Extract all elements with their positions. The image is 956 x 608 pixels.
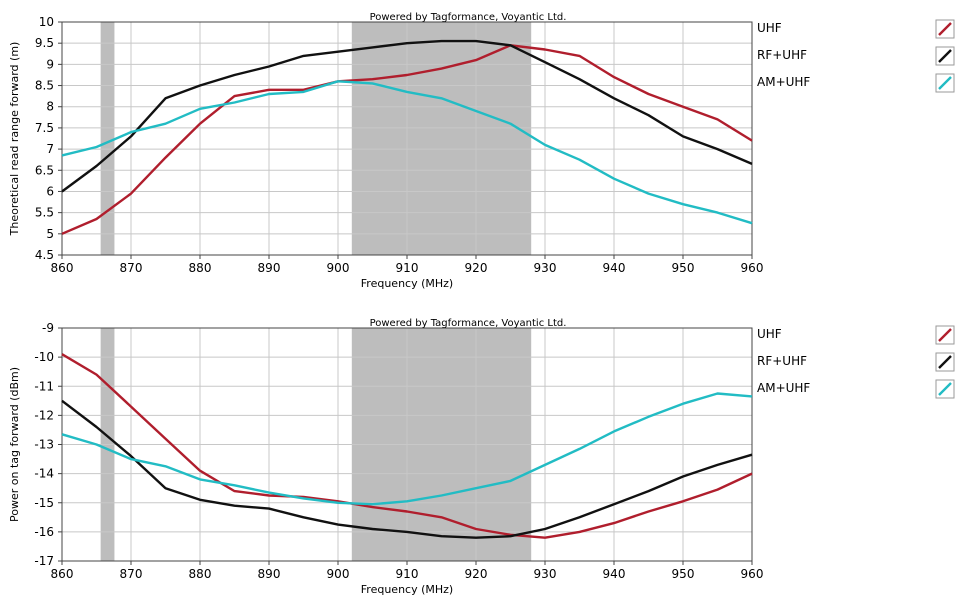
y-tick-label: -17 — [34, 554, 54, 568]
y-axis-label: Theoretical read range forward (m) — [8, 42, 21, 237]
series-line-uhf — [61, 44, 753, 235]
y-tick-label: -16 — [34, 525, 54, 539]
x-tick-label: 930 — [534, 261, 557, 275]
x-tick-label: 860 — [51, 567, 74, 581]
series-line-am-uhf — [61, 392, 753, 506]
y-tick-label: 5 — [46, 227, 54, 241]
x-tick-label: 920 — [465, 261, 488, 275]
legend-line-icon[interactable] — [935, 325, 955, 345]
x-tick-label: 860 — [51, 261, 74, 275]
x-tick-label: 940 — [603, 261, 626, 275]
x-tick-label: 900 — [327, 567, 350, 581]
shaded-band-1 — [100, 22, 115, 255]
y-tick-label: -9 — [42, 321, 54, 335]
x-tick-label: 930 — [534, 567, 557, 581]
x-tick-label: 940 — [603, 567, 626, 581]
legend-line-icon[interactable] — [935, 46, 955, 66]
chart-panel-1: 860 870 880 890 900 910 920 930 940 950 960 10 9.5 9 8… — [8, 12, 955, 290]
x-axis-label: Frequency (MHz) — [361, 277, 453, 290]
y-axis-label: Power on tag forward (dBm) — [8, 367, 21, 522]
y-tick-label: 7 — [46, 142, 54, 156]
legend-line-icon[interactable] — [935, 352, 955, 372]
chart-panel-2: 860 870 880 890 900 910 920 930 940 950 960 -9 -10 -1… — [8, 318, 955, 596]
y-tick-label: 7.5 — [35, 121, 54, 135]
series-line-rf-uhf — [61, 399, 753, 539]
y-tick-label: -11 — [34, 379, 54, 393]
x-tick-label: 890 — [258, 261, 281, 275]
legend-label: UHF — [757, 327, 782, 341]
x-axis-label: Frequency (MHz) — [361, 583, 453, 596]
legend-line-icon[interactable] — [935, 379, 955, 399]
series-line-am-uhf — [61, 80, 753, 225]
x-tick-label: 890 — [258, 567, 281, 581]
y-tick-label: 5.5 — [35, 206, 54, 220]
y-tick-label: 9 — [46, 57, 54, 71]
y-tick-label: 6 — [46, 184, 54, 198]
y-tick-label: 8 — [46, 100, 54, 114]
x-tick-label: 900 — [327, 261, 350, 275]
shaded-band-2 — [351, 22, 532, 255]
watermark-text: Powered by Tagformance, Voyantic Ltd. — [370, 12, 567, 23]
legend-label: UHF — [757, 21, 782, 35]
x-tick-label: 870 — [120, 261, 143, 275]
y-tick-label: 6.5 — [35, 163, 54, 177]
x-tick-label: 950 — [672, 261, 695, 275]
legend-label: AM+UHF — [757, 381, 810, 395]
y-tick-label: 9.5 — [35, 36, 54, 50]
y-tick-label: 8.5 — [35, 79, 54, 93]
watermark-text: Powered by Tagformance, Voyantic Ltd. — [370, 318, 567, 329]
y-tick-label: 10 — [39, 15, 54, 29]
y-tick-label: -12 — [34, 408, 54, 422]
legend-label: AM+UHF — [757, 75, 810, 89]
x-tick-label: 960 — [741, 567, 764, 581]
x-tick-label: 910 — [396, 261, 419, 275]
legend-label: RF+UHF — [757, 354, 807, 368]
y-tick-label: -14 — [34, 467, 54, 481]
legend-label: RF+UHF — [757, 48, 807, 62]
x-tick-label: 910 — [396, 567, 419, 581]
y-tick-label: 4.5 — [35, 248, 54, 262]
legend-line-icon[interactable] — [935, 19, 955, 39]
series-line-rf-uhf — [61, 39, 753, 193]
x-tick-label: 870 — [120, 567, 143, 581]
legend-line-icon[interactable] — [935, 73, 955, 93]
x-tick-label: 880 — [189, 567, 212, 581]
y-tick-label: -15 — [34, 496, 54, 510]
x-tick-label: 880 — [189, 261, 212, 275]
x-tick-label: 960 — [741, 261, 764, 275]
x-tick-label: 950 — [672, 567, 695, 581]
y-tick-label: -10 — [34, 350, 54, 364]
y-tick-label: -13 — [34, 438, 54, 452]
series-line-uhf — [61, 353, 753, 539]
x-tick-label: 920 — [465, 567, 488, 581]
